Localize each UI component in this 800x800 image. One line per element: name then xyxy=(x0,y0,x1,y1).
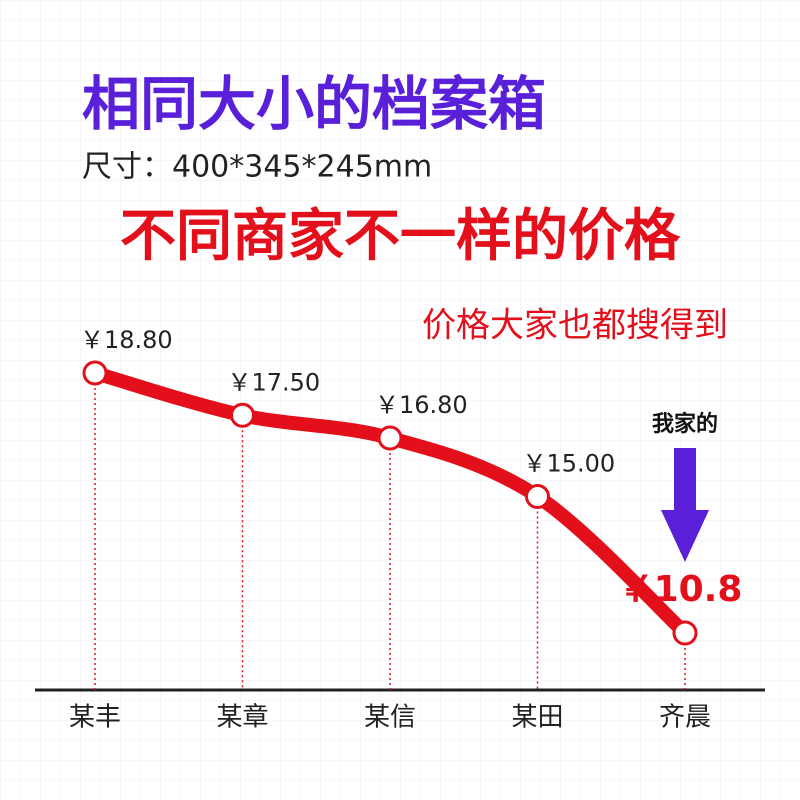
x-tick-label: 齐晨 xyxy=(659,703,711,733)
note: 价格大家也都搜得到 xyxy=(422,306,728,346)
title: 相同大小的档案箱 xyxy=(82,70,546,138)
value-label: ￥18.80 xyxy=(80,326,173,354)
value-label: ￥16.80 xyxy=(375,391,468,419)
annotation: 我家的 xyxy=(652,411,718,437)
point xyxy=(230,402,255,428)
x-tick-label: 某信 xyxy=(364,703,416,733)
point xyxy=(525,484,550,509)
value-label: ￥17.50 xyxy=(228,368,321,396)
point xyxy=(377,425,403,451)
x-tick-label: 某田 xyxy=(511,703,563,733)
x-tick-label: 某丰 xyxy=(69,703,121,733)
arrow xyxy=(661,448,709,562)
value-label: ￥10.8 xyxy=(618,569,743,610)
x-tick-label: 某章 xyxy=(216,703,268,733)
value-label: ￥15.00 xyxy=(523,450,616,478)
subtitle: 尺寸：400*345*245mm xyxy=(82,150,432,185)
headline: 不同商家不一样的价格 xyxy=(120,204,681,269)
point xyxy=(82,360,108,386)
point xyxy=(672,620,698,646)
